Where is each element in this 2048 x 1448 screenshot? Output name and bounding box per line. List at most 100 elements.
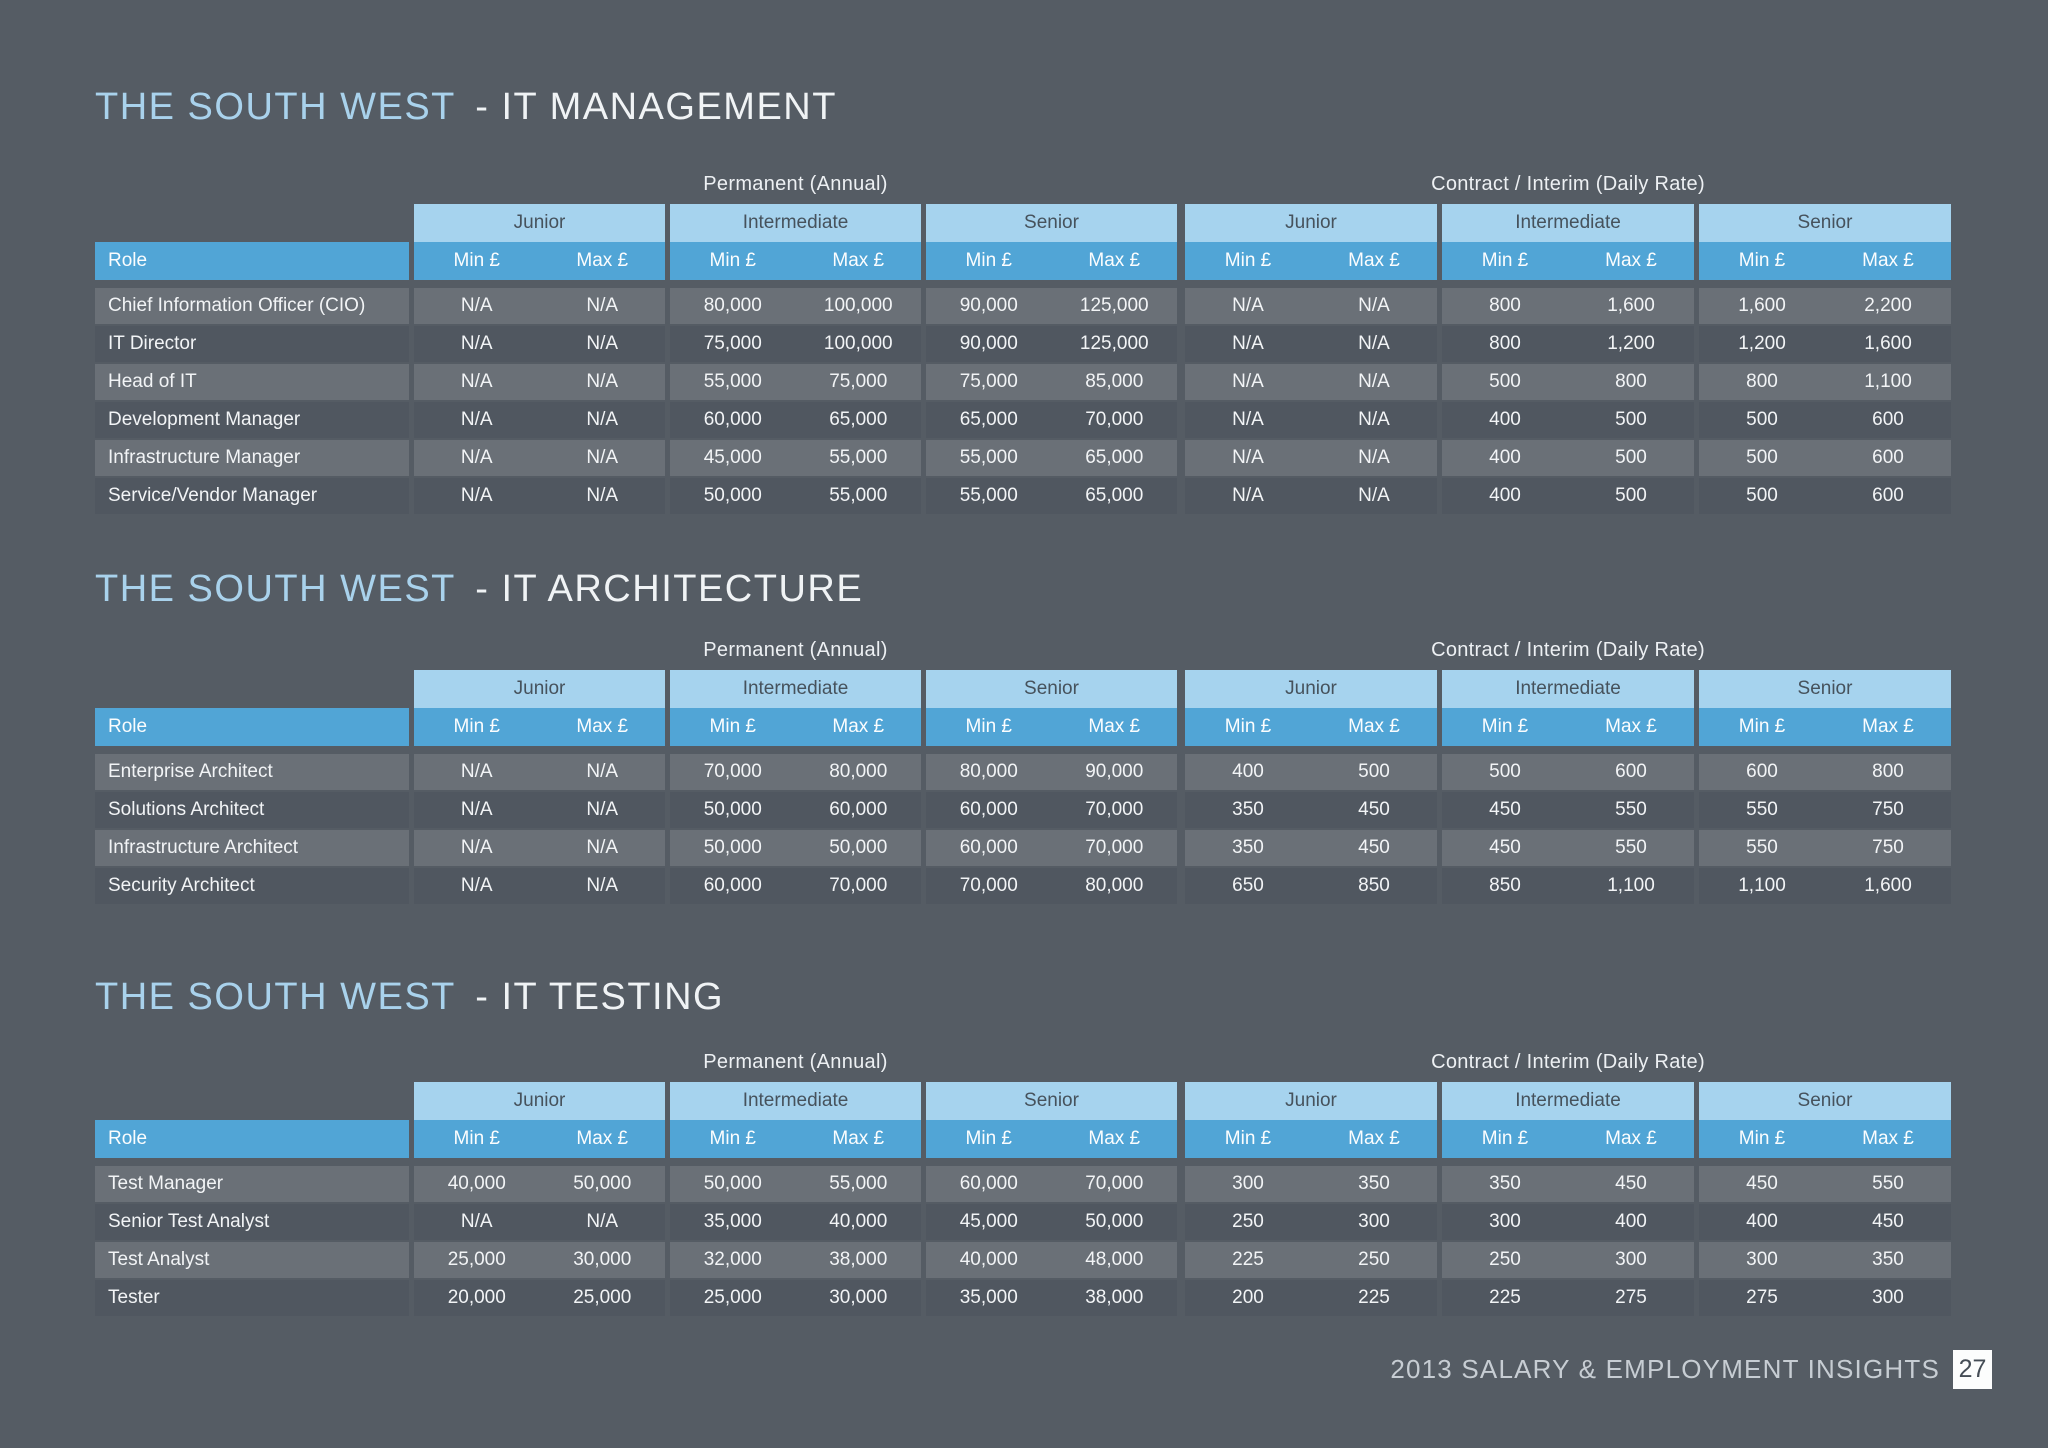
min-header: Min £ (965, 250, 1012, 271)
value-cell-group: 1,100 1,600 (1699, 868, 1951, 904)
max-value: 60,000 (829, 799, 888, 820)
min-value: N/A (460, 837, 493, 858)
min-value: 55,000 (959, 447, 1018, 468)
minmax-header: Min £ Max £ (926, 708, 1177, 746)
level-header-senior: Senior (1699, 670, 1951, 708)
value-cell-group: 300 400 (1442, 1204, 1694, 1240)
value-cell-group: 60,000 65,000 (670, 402, 921, 438)
value-cell-group: 65,000 70,000 (926, 402, 1177, 438)
value-cell-group: 35,000 40,000 (670, 1204, 921, 1240)
section-title-region: THE SOUTH WEST (95, 568, 456, 610)
min-header: Min £ (709, 250, 756, 271)
min-value: 20,000 (447, 1287, 506, 1308)
value-cell-group: 70,000 80,000 (926, 868, 1177, 904)
value-cell-group: 300 350 (1185, 1166, 1437, 1202)
min-value: 40,000 (959, 1249, 1018, 1270)
max-value: 55,000 (829, 1173, 888, 1194)
max-value: 800 (1615, 371, 1647, 392)
value-cell-group: 450 550 (1442, 830, 1694, 866)
min-value: 75,000 (703, 333, 762, 354)
minmax-header: Min £ Max £ (414, 708, 665, 746)
role-cell: Chief Information Officer (CIO) (95, 288, 409, 324)
value-cell-group: 500 600 (1699, 440, 1951, 476)
max-value: 1,600 (1864, 333, 1912, 354)
max-value: N/A (586, 875, 619, 896)
max-value: 250 (1358, 1249, 1390, 1270)
min-value: 65,000 (959, 409, 1018, 430)
max-value: N/A (586, 485, 619, 506)
min-header: Min £ (1481, 250, 1529, 271)
min-header: Min £ (453, 716, 500, 737)
value-cell-group: 400 500 (1442, 402, 1694, 438)
role-cell: IT Director (95, 326, 409, 362)
min-value: 32,000 (703, 1249, 762, 1270)
max-header: Max £ (576, 250, 629, 271)
max-value: 70,000 (1085, 799, 1144, 820)
min-value: N/A (1232, 485, 1264, 506)
minmax-header: Min £ Max £ (1185, 708, 1437, 746)
table-row: Head of IT N/A N/A 55,000 75,000 75,000 85,000… (95, 364, 1951, 400)
page-number-badge: 27 (1953, 1350, 1992, 1389)
min-value: N/A (1232, 371, 1264, 392)
min-value: 450 (1746, 1173, 1778, 1194)
value-cell-group: 32,000 38,000 (670, 1242, 921, 1278)
salary-table-it-architecture: Permanent (Annual) Contract / Interim (D… (95, 639, 1951, 906)
max-value: 65,000 (829, 409, 888, 430)
min-value: 1,100 (1738, 875, 1786, 896)
max-header: Max £ (832, 1128, 885, 1149)
min-value: 300 (1232, 1173, 1264, 1194)
max-value: 25,000 (573, 1287, 632, 1308)
minmax-header-row: Role Min £ Max £ Min £ Max £ Min £ Max £ Mi… (95, 1120, 1951, 1158)
value-cell-group: 20,000 25,000 (414, 1280, 665, 1316)
min-value: N/A (460, 409, 493, 430)
table-row: Senior Test Analyst N/A N/A 35,000 40,000 45,… (95, 1204, 1951, 1240)
value-cell-group: 35,000 38,000 (926, 1280, 1177, 1316)
section-title-region: THE SOUTH WEST (95, 976, 456, 1018)
max-header: Max £ (1348, 716, 1400, 737)
min-value: 400 (1489, 409, 1521, 430)
level-header-junior: Junior (414, 1082, 665, 1120)
max-header: Max £ (1862, 250, 1914, 271)
max-value: 550 (1615, 799, 1647, 820)
value-cell-group: 45,000 50,000 (926, 1204, 1177, 1240)
max-value: 50,000 (829, 837, 888, 858)
min-value: N/A (1232, 447, 1264, 468)
role-column-spacer (95, 1082, 409, 1120)
min-value: 275 (1746, 1287, 1778, 1308)
min-value: 450 (1489, 837, 1521, 858)
min-value: N/A (460, 333, 493, 354)
value-cell-group: 40,000 48,000 (926, 1242, 1177, 1278)
min-value: 60,000 (703, 409, 762, 430)
max-header: Max £ (1348, 250, 1400, 271)
value-cell-group: 200 225 (1185, 1280, 1437, 1316)
value-cell-group: 450 550 (1699, 1166, 1951, 1202)
value-cell-group: N/A N/A (1185, 440, 1437, 476)
min-value: 55,000 (703, 371, 762, 392)
value-cell-group: 50,000 55,000 (670, 478, 921, 514)
min-value: N/A (460, 485, 493, 506)
role-column-spacer (95, 670, 409, 708)
min-value: N/A (1232, 409, 1264, 430)
min-value: 80,000 (703, 295, 762, 316)
value-cell-group: 50,000 50,000 (670, 830, 921, 866)
value-cell-group: 600 800 (1699, 754, 1951, 790)
section-title-region: THE SOUTH WEST (95, 86, 456, 128)
value-cell-group: N/A N/A (1185, 364, 1437, 400)
min-header: Min £ (453, 1128, 500, 1149)
min-header: Min £ (709, 716, 756, 737)
max-value: 125,000 (1079, 333, 1149, 354)
min-value: 400 (1489, 447, 1521, 468)
value-cell-group: N/A N/A (414, 402, 665, 438)
min-value: 50,000 (703, 799, 762, 820)
page-footer: 2013 SALARY & EMPLOYMENT INSIGHTS 27 (1390, 1350, 1992, 1389)
max-value: 70,000 (1085, 837, 1144, 858)
max-value: 1,200 (1607, 333, 1655, 354)
role-cell: Test Manager (95, 1166, 409, 1202)
max-value: 2,200 (1864, 295, 1912, 316)
max-header: Max £ (1605, 716, 1657, 737)
max-value: N/A (586, 761, 619, 782)
role-cell: Test Analyst (95, 1242, 409, 1278)
min-value: 80,000 (959, 761, 1018, 782)
min-value: N/A (460, 875, 493, 896)
max-value: 40,000 (829, 1211, 888, 1232)
